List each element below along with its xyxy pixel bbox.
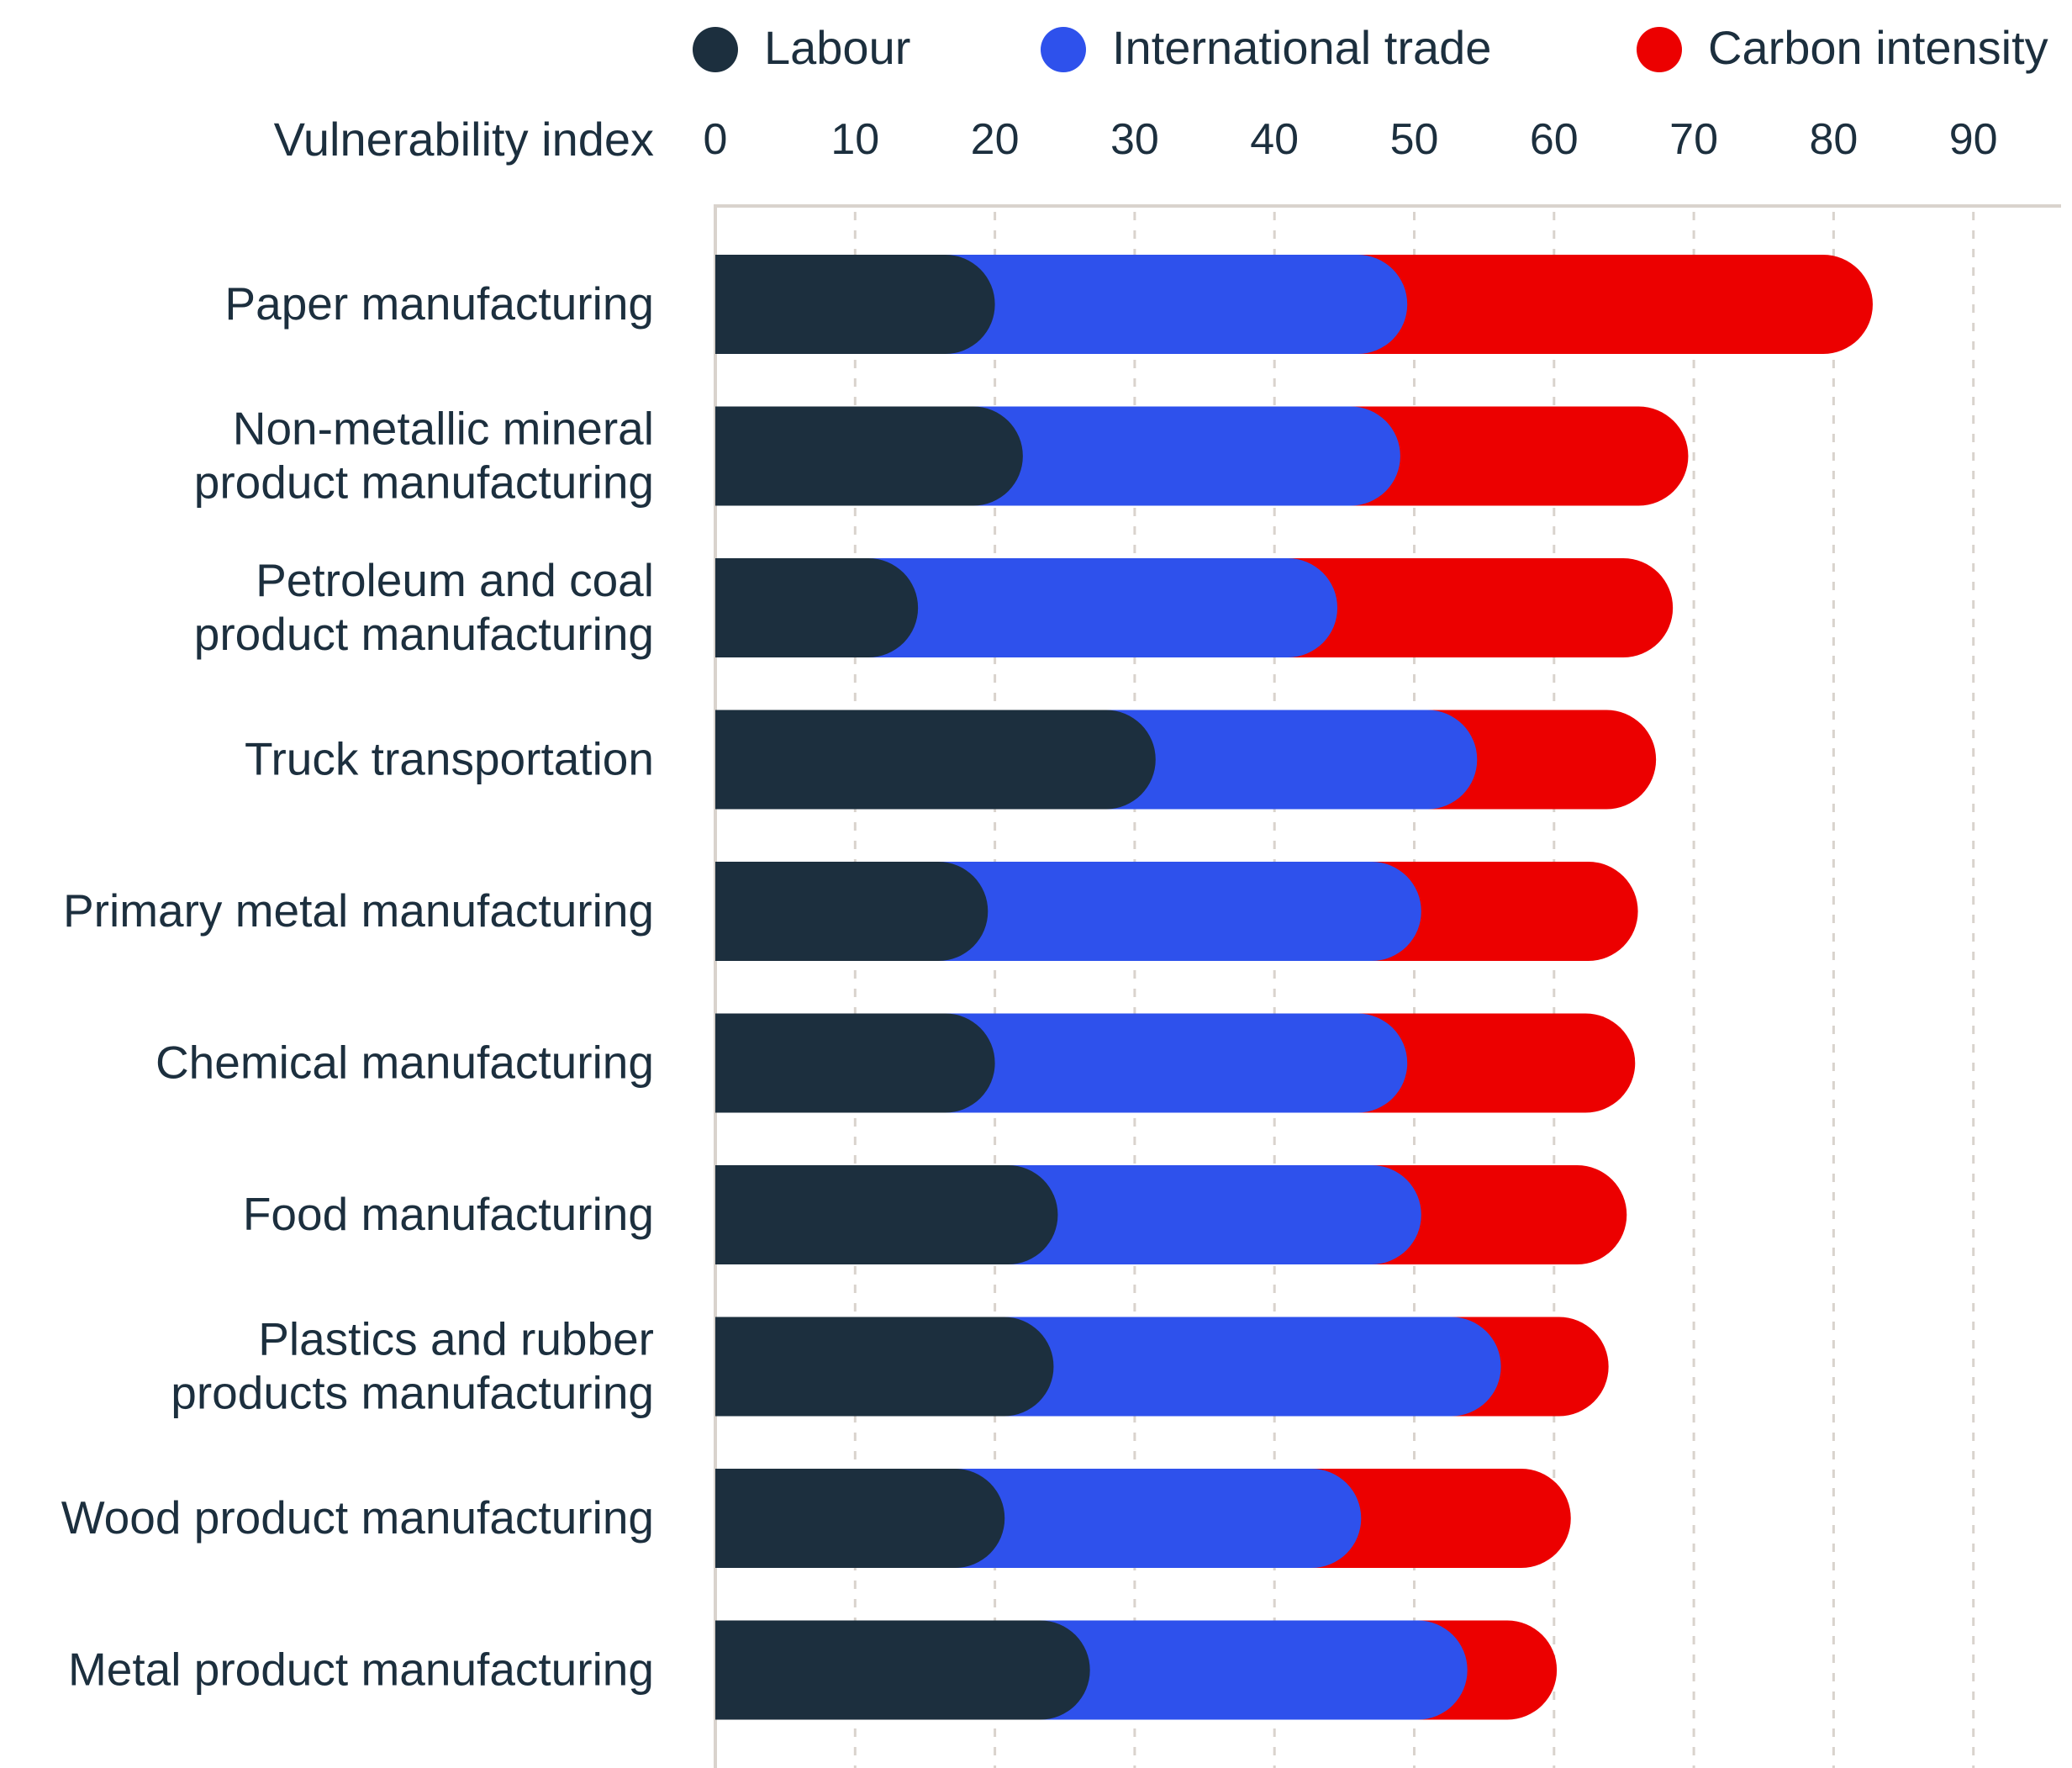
bar-group [715, 1469, 1571, 1568]
x-tick-label-30: 30 [1110, 115, 1159, 164]
x-tick-label-70: 70 [1669, 115, 1718, 164]
category-label: Metal product manufacturing [68, 1644, 654, 1696]
category-label: product manufacturing [194, 457, 654, 509]
bar-segment-labour [715, 558, 919, 657]
category-label: Plastics and rubber [258, 1313, 654, 1365]
category-label: Non-metallic mineral [233, 403, 654, 455]
bar-segment-labour [715, 406, 1023, 506]
bar-segment-labour [715, 1317, 1054, 1417]
bar-group [715, 862, 1638, 961]
x-axis: Vulnerability index 0 10 20 30 40 50 60 70 80 90 [274, 113, 2061, 208]
bar-group [715, 558, 1674, 657]
x-tick-label-60: 60 [1530, 115, 1579, 164]
category-label: products manufacturing [171, 1367, 654, 1419]
bar-group [715, 1620, 1558, 1720]
x-tick-label-20: 20 [971, 115, 1020, 164]
x-tick-label-10: 10 [830, 115, 879, 164]
bar-segment-labour [715, 255, 995, 354]
legend-swatch-carbon-intensity [1637, 27, 1682, 72]
bar-segment-labour [715, 862, 989, 961]
bar-group [715, 1317, 1609, 1417]
x-tick-label-0: 0 [704, 115, 728, 164]
legend-label-labour: Labour [764, 21, 910, 74]
x-tick-label-80: 80 [1809, 115, 1858, 164]
legend-label-international-trade: International trade [1112, 21, 1491, 74]
category-label: Petroleum and coal [256, 554, 654, 606]
bar-segment-labour [715, 1013, 995, 1113]
legend-swatch-labour [693, 27, 738, 72]
x-tick-label-50: 50 [1390, 115, 1439, 164]
category-label: product manufacturing [194, 608, 654, 660]
category-label: Primary metal manufacturing [63, 884, 654, 937]
bar-segment-labour [715, 1165, 1058, 1264]
category-label: Paper manufacturing [224, 277, 654, 330]
legend-item-carbon-intensity: Carbon intensity [1637, 21, 2048, 74]
bars [715, 255, 1873, 1720]
bar-group [715, 1165, 1627, 1264]
x-axis-title: Vulnerability index [274, 113, 654, 166]
bar-group [715, 1013, 1636, 1113]
bar-segment-labour [715, 1469, 1005, 1568]
bar-group [715, 710, 1657, 810]
legend-swatch-international-trade [1041, 27, 1086, 72]
category-label: Food manufacturing [243, 1188, 654, 1240]
x-tick-label-40: 40 [1250, 115, 1299, 164]
x-tick-label-90: 90 [1949, 115, 1998, 164]
legend-label-carbon-intensity: Carbon intensity [1708, 21, 2048, 74]
category-label: Chemical manufacturing [156, 1037, 654, 1089]
category-label: Wood product manufacturing [61, 1491, 654, 1544]
legend-item-labour: Labour [693, 21, 910, 74]
bar-group [715, 406, 1689, 506]
bar-group [715, 255, 1873, 354]
category-label: Truck transportation [245, 733, 654, 785]
legend-item-international-trade: International trade [1041, 21, 1491, 74]
bar-segment-labour [715, 1620, 1090, 1720]
bar-segment-labour [715, 710, 1156, 810]
legend: Labour International trade Carbon intensit… [693, 21, 2048, 74]
